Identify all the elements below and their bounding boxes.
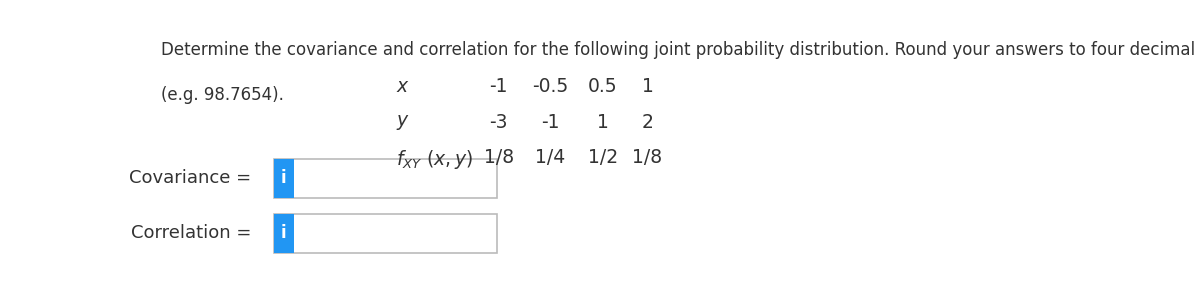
Text: 2: 2 bbox=[642, 113, 654, 132]
Text: Correlation =: Correlation = bbox=[131, 224, 257, 242]
Text: (e.g. 98.7654).: (e.g. 98.7654). bbox=[161, 86, 284, 104]
Text: 1/8: 1/8 bbox=[484, 148, 514, 167]
Text: 1/2: 1/2 bbox=[588, 148, 618, 167]
Text: 1: 1 bbox=[596, 113, 608, 132]
Text: 1/8: 1/8 bbox=[632, 148, 662, 167]
Text: Covariance =: Covariance = bbox=[130, 169, 257, 187]
Text: 0.5: 0.5 bbox=[588, 77, 618, 96]
Text: $x$: $x$ bbox=[396, 77, 410, 96]
Text: -0.5: -0.5 bbox=[532, 77, 568, 96]
FancyBboxPatch shape bbox=[274, 214, 497, 253]
Text: 1/4: 1/4 bbox=[535, 148, 565, 167]
FancyBboxPatch shape bbox=[274, 214, 294, 253]
Text: -1: -1 bbox=[490, 77, 508, 96]
Text: -1: -1 bbox=[541, 113, 559, 132]
Text: Determine the covariance and correlation for the following joint probability dis: Determine the covariance and correlation… bbox=[161, 41, 1200, 60]
Text: i: i bbox=[281, 169, 287, 187]
Text: $y$: $y$ bbox=[396, 113, 410, 132]
Text: -3: -3 bbox=[490, 113, 508, 132]
Text: 1: 1 bbox=[642, 77, 654, 96]
FancyBboxPatch shape bbox=[274, 159, 294, 198]
FancyBboxPatch shape bbox=[274, 159, 497, 198]
Text: $f_{XY}\ (x, y)$: $f_{XY}\ (x, y)$ bbox=[396, 148, 474, 171]
Text: i: i bbox=[281, 224, 287, 242]
